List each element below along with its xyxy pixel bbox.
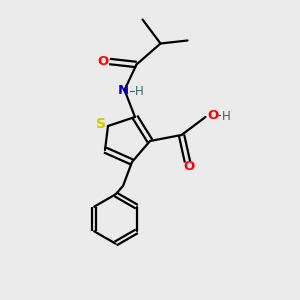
Text: H: H: [134, 85, 143, 98]
Text: H: H: [222, 110, 231, 123]
Text: O: O: [208, 109, 219, 122]
Text: O: O: [183, 160, 195, 173]
Text: N: N: [117, 83, 129, 97]
Text: O: O: [98, 55, 109, 68]
Text: S: S: [96, 118, 106, 131]
